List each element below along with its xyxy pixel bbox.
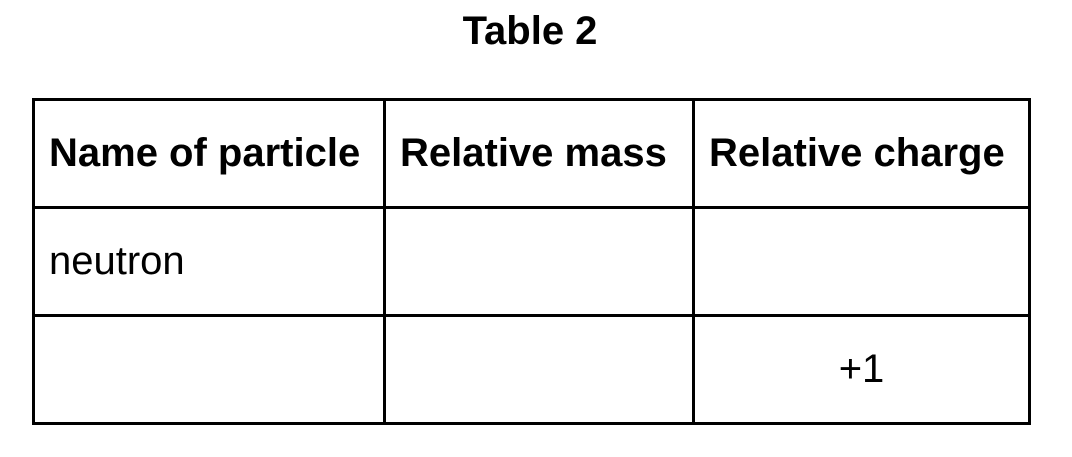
cell-relative-charge-row1 — [692, 206, 1031, 317]
cell-relative-mass-row1 — [383, 206, 695, 317]
cell-relative-mass-row2 — [383, 314, 695, 425]
table-header-row: Name of particle Relative mass Relative … — [32, 98, 1031, 209]
particles-table: Name of particle Relative mass Relative … — [32, 98, 1031, 425]
document-page: Table 2 Name of particle Relative mass R… — [32, 0, 1031, 425]
cell-relative-charge-row2: +1 — [692, 314, 1031, 425]
column-header-relative-mass: Relative mass — [383, 98, 695, 209]
table-row-neutron: neutron — [32, 206, 1031, 317]
cell-particle-name-row2 — [32, 314, 386, 425]
table-caption: Table 2 — [462, 9, 598, 53]
table-row-unknown-particle: +1 — [32, 314, 1031, 425]
column-header-relative-charge: Relative charge — [692, 98, 1031, 209]
column-header-name-of-particle: Name of particle — [32, 98, 386, 209]
cell-particle-name-row1: neutron — [32, 206, 386, 317]
